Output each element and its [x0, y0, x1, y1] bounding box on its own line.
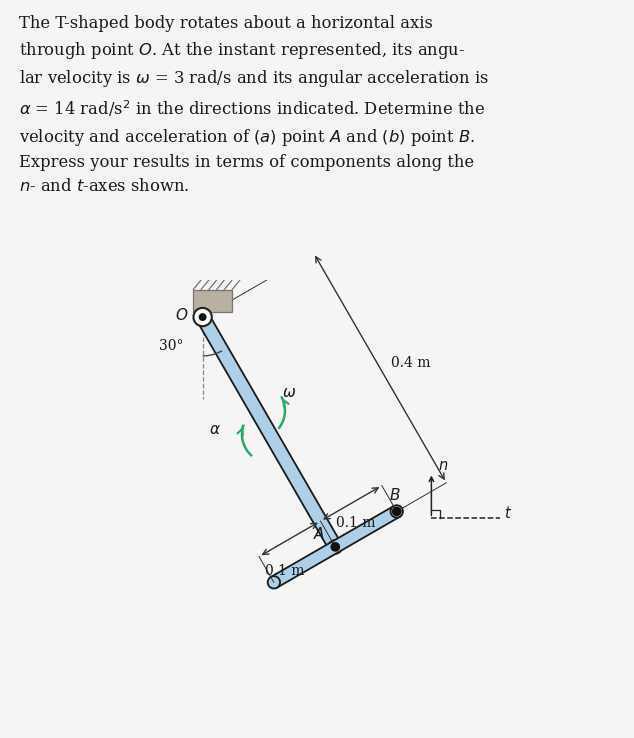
Text: $A$: $A$	[313, 525, 325, 542]
Circle shape	[331, 542, 339, 551]
Circle shape	[392, 507, 401, 516]
Text: 0.4 m: 0.4 m	[391, 356, 431, 370]
Polygon shape	[271, 506, 400, 587]
Circle shape	[328, 540, 342, 554]
Text: The T-shaped body rotates about a horizontal axis
through point $O$. At the inst: The T-shaped body rotates about a horizo…	[19, 15, 489, 195]
Polygon shape	[197, 314, 341, 551]
Text: $n$: $n$	[438, 459, 448, 473]
Text: $B$: $B$	[389, 487, 400, 503]
Text: 30°: 30°	[159, 339, 184, 353]
Circle shape	[200, 314, 206, 320]
Circle shape	[268, 576, 280, 588]
Text: $\alpha$: $\alpha$	[209, 424, 221, 438]
Circle shape	[196, 310, 209, 324]
Circle shape	[391, 506, 403, 517]
Text: $O$: $O$	[176, 307, 189, 323]
Polygon shape	[193, 289, 232, 311]
Text: 0.1 m: 0.1 m	[336, 516, 375, 530]
Text: 0.1 m: 0.1 m	[266, 564, 305, 578]
Text: $\omega$: $\omega$	[281, 386, 296, 400]
Text: $t$: $t$	[503, 506, 512, 521]
Circle shape	[193, 308, 212, 326]
